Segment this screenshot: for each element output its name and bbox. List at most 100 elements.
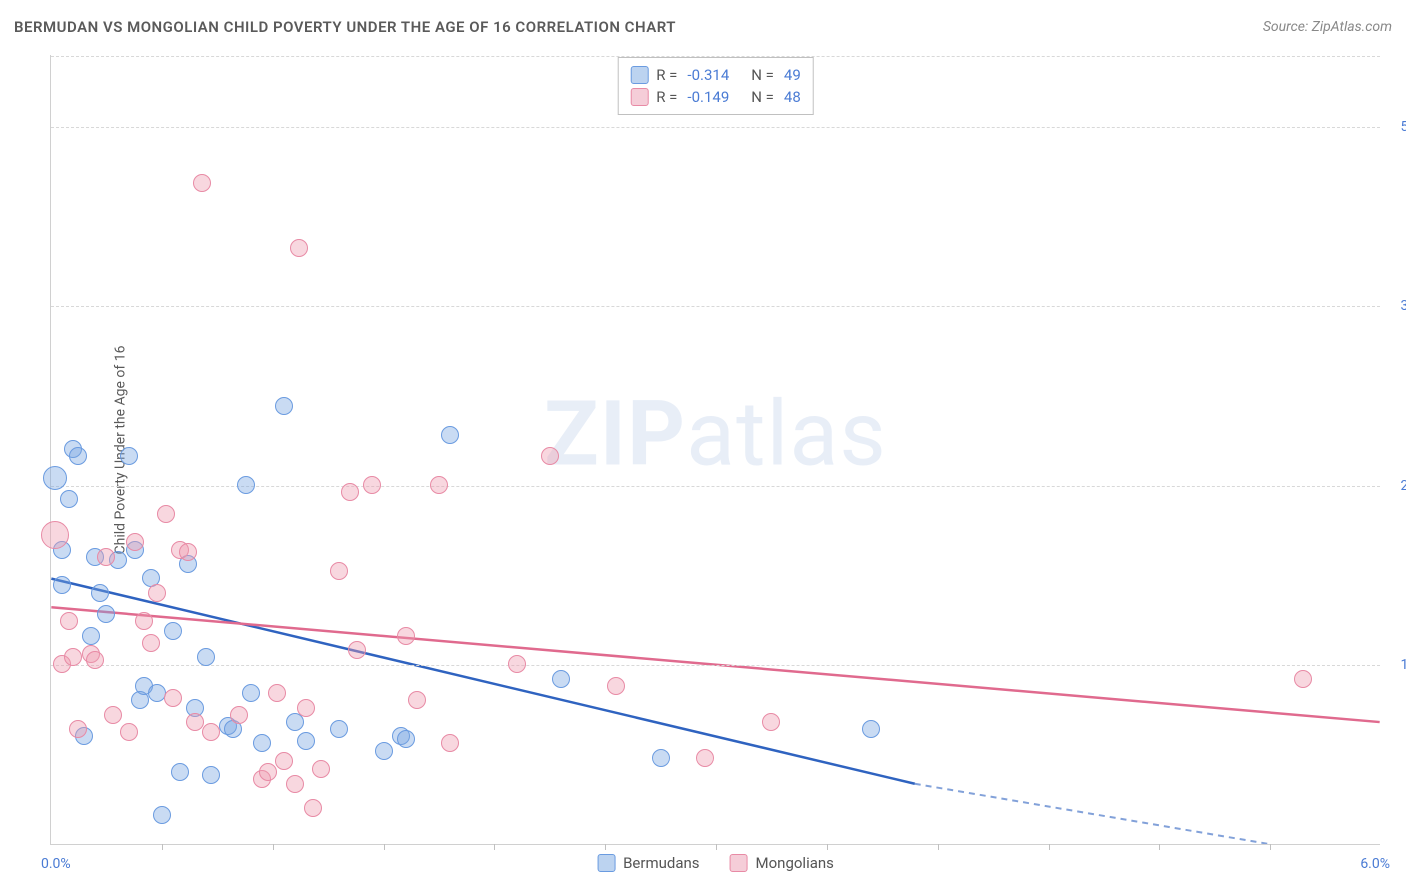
data-point [541,447,559,465]
data-point [142,634,160,652]
data-point [53,576,71,594]
legend-swatch [630,88,648,106]
data-point [290,239,308,257]
legend-item: Bermudans [597,854,699,872]
data-point [202,766,220,784]
data-point [330,720,348,738]
data-point [652,749,670,767]
y-tick-label: 12.5% [1388,657,1406,673]
data-point [253,734,271,752]
x-tick [384,844,385,850]
legend-series-name: Mongolians [756,854,834,872]
legend-r-label: R = [656,66,677,84]
y-tick-label: 25.0% [1388,478,1406,494]
trend-lines-layer [51,55,1380,844]
data-point [363,476,381,494]
data-point [153,806,171,824]
chart-header: BERMUDAN VS MONGOLIAN CHILD POVERTY UNDE… [14,18,1392,36]
gridline [51,56,1380,57]
x-tick [716,844,717,850]
data-point [69,447,87,465]
data-point [508,655,526,673]
x-tick [162,844,163,850]
x-tick [605,844,606,850]
data-point [397,730,415,748]
data-point [297,732,315,750]
y-tick-label: 37.5% [1388,298,1406,314]
x-tick [1159,844,1160,850]
legend-r-value: -0.149 [687,88,729,106]
data-point [268,684,286,702]
data-point [60,490,78,508]
watermark-bold: ZIP [544,381,686,486]
data-point [286,775,304,793]
legend-swatch [597,854,615,872]
trend-line-extrapolated [915,784,1269,844]
gridline [51,127,1380,128]
x-tick [494,844,495,850]
data-point [97,605,115,623]
data-point [230,706,248,724]
trend-line [51,579,914,784]
chart-title: BERMUDAN VS MONGOLIAN CHILD POVERTY UNDE… [14,18,676,36]
data-point [441,734,459,752]
data-point [441,426,459,444]
x-axis-max-label: 6.0% [1360,856,1390,872]
data-point [1294,670,1312,688]
correlation-legend: R = -0.314N = 49R = -0.149N = 48 [617,57,814,115]
legend-n-value: 48 [784,88,801,106]
x-axis-min-label: 0.0% [41,856,71,872]
source-label: Source: ZipAtlas.com [1263,19,1392,35]
data-point [135,612,153,630]
legend-swatch [730,854,748,872]
legend-item: Mongolians [730,854,834,872]
data-point [762,713,780,731]
data-point [64,648,82,666]
x-tick [273,844,274,850]
legend-r-label: R = [656,88,677,106]
x-tick [827,844,828,850]
data-point [259,763,277,781]
data-point [86,651,104,669]
data-point [126,533,144,551]
data-point [275,752,293,770]
data-point [552,670,570,688]
data-point [397,627,415,645]
data-point [148,584,166,602]
legend-row: R = -0.149N = 48 [630,86,801,108]
x-tick [1049,844,1050,850]
data-point [375,742,393,760]
watermark-light: atlas [686,381,887,486]
data-point [341,483,359,501]
data-point [97,548,115,566]
data-point [164,689,182,707]
data-point [237,476,255,494]
data-point [60,612,78,630]
data-point [120,723,138,741]
data-point [607,677,625,695]
data-point [179,543,197,561]
legend-n-value: 49 [784,66,801,84]
watermark: ZIPatlas [544,381,887,486]
data-point [43,466,67,490]
legend-series-name: Bermudans [623,854,699,872]
data-point [862,720,880,738]
data-point [164,622,182,640]
data-point [242,684,260,702]
data-point [91,584,109,602]
data-point [120,447,138,465]
data-point [275,397,293,415]
data-point [696,749,714,767]
data-point [41,521,69,549]
data-point [330,562,348,580]
data-point [297,699,315,717]
data-point [69,720,87,738]
series-legend: Bermudans Mongolians [597,854,834,872]
x-tick [938,844,939,850]
data-point [104,706,122,724]
scatter-chart: Child Poverty Under the Age of 16 ZIPatl… [50,55,1380,845]
x-tick [1270,844,1271,850]
legend-row: R = -0.314N = 49 [630,64,801,86]
data-point [312,760,330,778]
y-tick-label: 50.0% [1388,119,1406,135]
